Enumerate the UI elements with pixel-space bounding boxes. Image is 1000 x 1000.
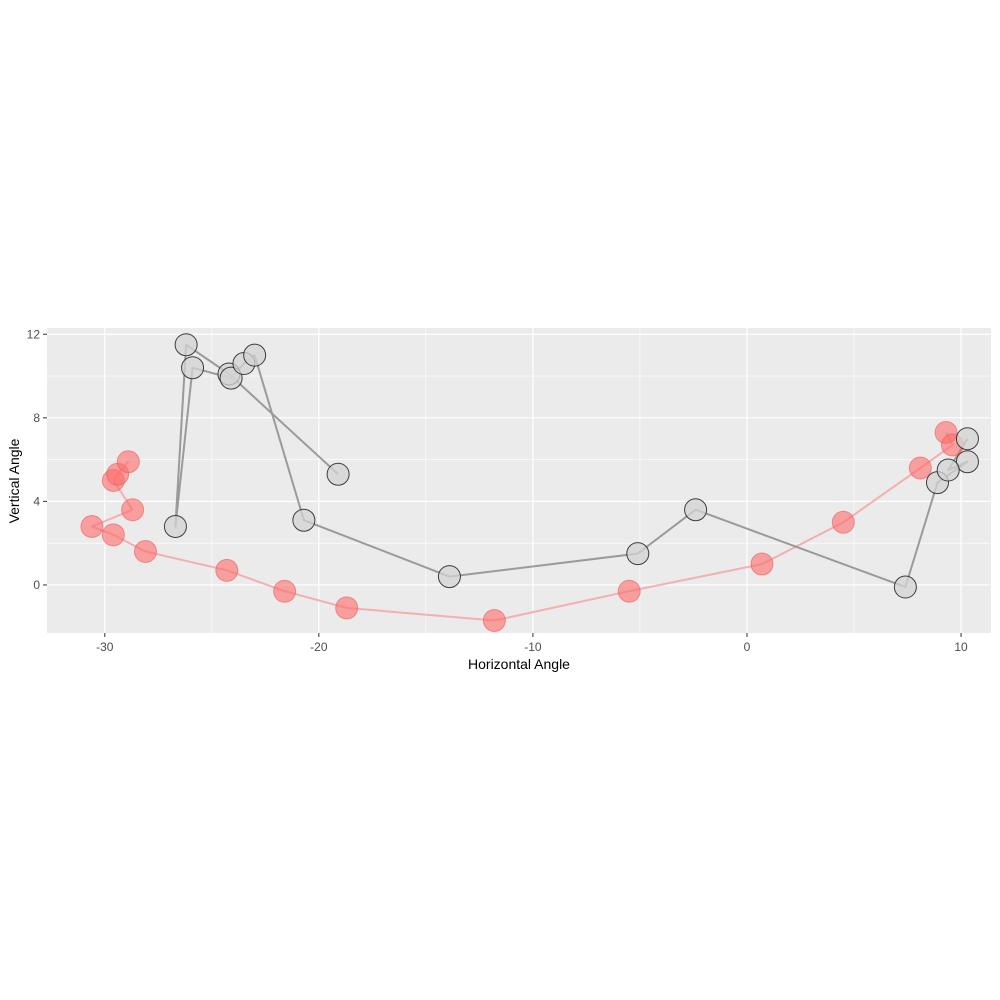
plot-panel [47, 328, 991, 633]
data-point [750, 552, 774, 576]
data-point [121, 498, 145, 522]
x-tick-label: 10 [954, 640, 968, 654]
x-tick-label: -20 [310, 640, 328, 654]
x-tick-label: -10 [524, 640, 542, 654]
data-point [116, 450, 140, 474]
data-point [181, 356, 205, 380]
data-point [893, 575, 917, 599]
y-axis: 0 4 8 12 [27, 327, 47, 592]
x-tick-label: 0 [744, 640, 751, 654]
x-axis: -30 -20 -10 0 10 [96, 633, 968, 654]
grid-lines [47, 328, 991, 633]
data-point [101, 523, 125, 547]
data-point [215, 558, 239, 582]
data-point [831, 510, 855, 534]
data-point [684, 498, 708, 522]
data-point [936, 458, 960, 482]
data-point [273, 579, 297, 603]
data-point [292, 508, 316, 532]
y-tick-label: 4 [33, 494, 40, 508]
y-tick-label: 12 [27, 327, 41, 341]
x-tick-label: -30 [96, 640, 114, 654]
y-tick-label: 0 [33, 578, 40, 592]
data-point [326, 462, 350, 486]
data-point [617, 579, 641, 603]
data-point [908, 456, 932, 480]
data-point [955, 427, 979, 451]
series-1-points [80, 420, 964, 632]
data-point [243, 343, 267, 367]
data-point [955, 450, 979, 474]
data-point [80, 514, 104, 538]
y-axis-title: Vertical Angle [6, 438, 22, 523]
data-point [437, 565, 461, 589]
series-layer [80, 333, 979, 632]
y-tick-label: 8 [33, 411, 40, 425]
data-point [163, 514, 187, 538]
data-point [174, 333, 198, 357]
data-point [482, 608, 506, 632]
data-point [335, 596, 359, 620]
data-point [219, 366, 243, 390]
data-point [133, 540, 157, 564]
x-axis-title: Horizontal Angle [468, 656, 570, 672]
series-2-points [163, 333, 979, 599]
data-point [626, 542, 650, 566]
